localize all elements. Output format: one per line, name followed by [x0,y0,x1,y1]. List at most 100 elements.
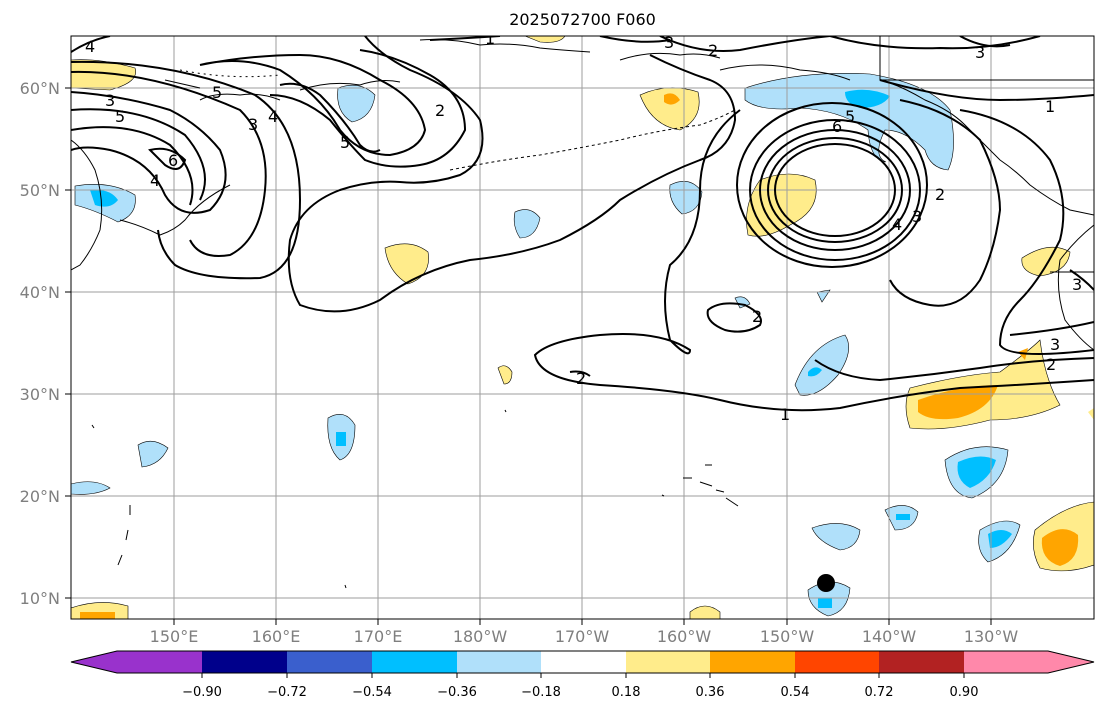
lon-label: 170°E [354,627,403,646]
contour-label: 6 [832,117,842,136]
patch-yellow-edge [1088,408,1094,420]
lat-label: 60°N [20,79,60,98]
patch-lightblue-w [137,440,169,468]
contour-label: 3 [105,91,115,110]
graticule [71,36,1094,619]
patch-orange-se3 [1041,529,1079,566]
lon-label: 170°W [555,627,610,646]
patch-yellow-east [1021,246,1071,277]
colorbar-swatch [457,651,541,673]
contour-label: 3 [248,115,258,134]
colorbar-swatch-low-extend [71,651,117,673]
colorbar-swatch [879,651,964,673]
colorbar-tick-label: −0.36 [437,685,477,700]
contour-label: 6 [168,151,178,170]
colorbar-tick-label: −0.54 [352,685,392,700]
colorbar-swatch [202,651,287,673]
patch-blue-hawaii-n [336,432,346,446]
lon-label: 150°E [150,627,199,646]
patch-blue-mid-east [808,367,822,377]
patch-lightblue-e4 [811,523,861,551]
patch-lightblue-tiny2 [816,289,831,303]
lat-label: 20°N [20,487,60,506]
patch-yellow-dot [497,365,513,385]
latitude-labels: 60°N 50°N 40°N 30°N 20°N 10°N [20,79,60,608]
contour-label: 1 [780,405,790,424]
contour-label: 1 [485,29,495,48]
colorbar-swatch [287,651,372,673]
lon-label: 160°W [657,627,712,646]
longitude-labels: 150°E 160°E 170°E 180°W 170°W 160°W 150°… [150,627,1019,646]
colorbar-swatch [710,651,795,673]
patch-yellow-bm [689,605,721,619]
contour-label: 5 [212,83,222,102]
patch-lightblue-w2 [71,481,111,495]
patch-lightblue-small [513,209,541,239]
colorbar-swatch [626,651,710,673]
contour-label: 4 [268,107,278,126]
contour-label-group: 4 3 5 6 4 5 3 4 5 2 1 3 2 3 1 6 5 4 3 2 … [85,29,1082,424]
lat-label: 40°N [20,283,60,302]
patch-lightblue-gulf-top [744,72,954,171]
contour-label: 2 [708,41,718,60]
lon-label: 160°E [252,627,301,646]
colorbar-tick-label: 0.54 [781,685,810,700]
colorbar-tick-label: −0.90 [182,685,222,700]
contour-label: 1 [1045,97,1055,116]
contour-label: 3 [975,43,985,62]
contour-label: 3 [1072,275,1082,294]
colorbar-tick-label: −0.18 [521,685,561,700]
lat-label: 30°N [20,385,60,404]
contour-label: 5 [845,107,855,126]
contour-label: 2 [576,369,586,388]
colorbar-tick-label: 0.18 [612,685,641,700]
patch-blue-gulf [845,89,890,108]
lon-label: 150°W [760,627,815,646]
patch-yellow-mid [384,243,429,285]
black-dot-marker [817,574,835,592]
patch-lightblue-small2 [669,180,703,215]
axis-ticks [65,87,992,625]
lat-label: 10°N [20,589,60,608]
contour-label: 4 [892,215,902,234]
patch-blue-e2 [896,514,910,520]
lon-label: 180°W [453,627,508,646]
colorbar-tick-label: −0.72 [267,685,307,700]
contour-label: 4 [150,171,160,190]
contour-label: 3 [664,33,674,52]
colorbar-swatch [372,651,457,673]
colorbar-swatch [964,651,1048,673]
contour-label: 2 [935,185,945,204]
patch-lightblue-nw2 [337,84,376,123]
contour-label: 3 [912,207,922,226]
contour-label: 2 [752,307,762,326]
contour-label: 4 [85,37,95,56]
colorbar-swatch [117,651,202,673]
coastlines [71,36,1094,589]
colorbar-outline [70,650,1095,674]
colorbar-tick-label: 0.36 [696,685,725,700]
colorbar-tick-label: 0.72 [865,685,894,700]
contour-lines [71,36,1094,412]
patch-blue-marker [818,598,832,608]
contour-label: 5 [340,133,350,152]
colorbar-swatch-high-extend [1048,651,1094,673]
colorbar-swatch [541,651,626,673]
map-title: 2025072700 F060 [509,10,656,29]
patch-blue-kam [90,189,118,207]
contour-label: 2 [435,101,445,120]
contour-label: 3 [1050,335,1060,354]
lon-label: 140°W [862,627,917,646]
contour-label: 5 [115,107,125,126]
patch-blue-e1 [957,456,996,488]
map-area: 4 3 5 6 4 5 3 4 5 2 1 3 2 3 1 6 5 4 3 2 … [71,29,1094,619]
patch-orange-bl [80,612,115,619]
lat-label: 50°N [20,181,60,200]
contour-label: 2 [1046,355,1056,374]
colorbar-tick-label: 0.90 [950,685,979,700]
colorbar-swatch [795,651,879,673]
patch-blue-e3 [988,530,1012,548]
lon-label: 130°W [964,627,1019,646]
patch-orange-aleut [664,93,680,105]
